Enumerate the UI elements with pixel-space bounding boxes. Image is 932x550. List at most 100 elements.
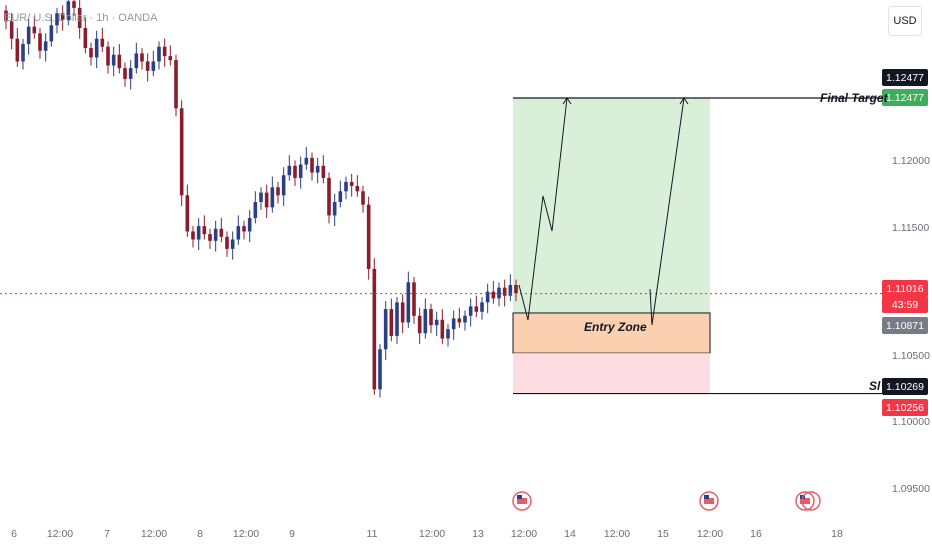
candle-body bbox=[389, 309, 394, 336]
candle-body bbox=[55, 13, 59, 26]
candle-body bbox=[117, 54, 122, 69]
sl-level-tag[interactable]: 1.10256 bbox=[882, 399, 928, 416]
current-price-tag: 1.11016 bbox=[882, 280, 928, 297]
candle-body bbox=[434, 319, 439, 326]
candle-body bbox=[242, 226, 246, 232]
candle-body bbox=[94, 38, 99, 58]
candle-body bbox=[463, 315, 467, 323]
candle-body bbox=[508, 285, 513, 296]
stop-zone bbox=[513, 353, 710, 394]
sl-price-tag[interactable]: 1.10269 bbox=[882, 378, 928, 395]
candle-body bbox=[89, 48, 93, 58]
x-tick-label: 12:00 bbox=[46, 528, 74, 540]
flag-stripes bbox=[704, 498, 714, 504]
candle-body bbox=[236, 226, 241, 240]
candle-body bbox=[264, 192, 269, 208]
candle-body bbox=[349, 181, 354, 186]
candle-body bbox=[225, 236, 229, 249]
candle-body bbox=[185, 195, 190, 232]
candle-body bbox=[406, 282, 411, 323]
candle-body bbox=[247, 218, 252, 232]
candle-body bbox=[293, 165, 297, 178]
candle-body bbox=[497, 287, 501, 299]
candle-body bbox=[315, 165, 320, 173]
trade-zones bbox=[512, 98, 711, 394]
flag-stripes bbox=[517, 498, 527, 504]
candle-body bbox=[100, 38, 105, 47]
candlestick-series[interactable] bbox=[4, 0, 518, 398]
candle-body bbox=[485, 291, 490, 303]
candle-body bbox=[514, 285, 518, 294]
candle-body bbox=[332, 202, 337, 216]
candle-body bbox=[468, 306, 473, 316]
final-target-price-tag[interactable]: 1.12477 bbox=[882, 69, 928, 86]
candle-body bbox=[361, 191, 365, 205]
candle-body bbox=[457, 318, 462, 323]
candle-body bbox=[281, 175, 286, 196]
candle-body bbox=[21, 44, 25, 62]
final-target-level-tag[interactable]: 1.12477 bbox=[882, 89, 928, 106]
symbol-legend[interactable]: EUR/ U.S. Dollar · 1h · OANDA bbox=[4, 12, 158, 24]
candle-body bbox=[355, 185, 360, 192]
candle-body bbox=[395, 302, 399, 336]
entry-price-tag[interactable]: 1.10871 bbox=[882, 317, 928, 334]
candle-body bbox=[451, 318, 456, 330]
x-tick-label: 15 bbox=[657, 528, 669, 540]
target-zone bbox=[513, 98, 710, 313]
candle-body bbox=[344, 181, 348, 192]
y-tick-label: 1.09500 bbox=[892, 483, 930, 495]
candle-body bbox=[111, 54, 116, 66]
y-tick-label: 1.10000 bbox=[892, 416, 930, 428]
candle-body bbox=[145, 61, 150, 71]
x-tick-label: 12:00 bbox=[603, 528, 631, 540]
candle-body bbox=[423, 309, 428, 334]
x-tick-label: 12:00 bbox=[232, 528, 260, 540]
candle-body bbox=[134, 53, 139, 69]
x-tick-label: 18 bbox=[831, 528, 843, 540]
candle-body bbox=[128, 68, 133, 79]
candle-body bbox=[83, 27, 88, 49]
candle-body bbox=[140, 53, 144, 62]
candle-body bbox=[219, 228, 224, 237]
entry-zone-label: Entry Zone bbox=[584, 320, 647, 334]
economic-event-icon bbox=[795, 491, 821, 511]
candle-body bbox=[383, 309, 388, 350]
candle-body bbox=[276, 187, 280, 196]
candle-body bbox=[400, 302, 405, 323]
candle-body bbox=[230, 239, 235, 249]
candle-body bbox=[412, 282, 416, 316]
currency-button[interactable]: USD bbox=[888, 6, 922, 36]
candle-body bbox=[417, 315, 422, 334]
candle-body bbox=[202, 226, 207, 235]
event-icon-ring bbox=[801, 491, 821, 511]
candle-body bbox=[72, 1, 76, 8]
x-tick-label: 12:00 bbox=[696, 528, 724, 540]
candle-body bbox=[196, 226, 201, 240]
x-tick-label: 7 bbox=[104, 528, 110, 540]
economic-event-icon bbox=[512, 491, 532, 511]
candle-body bbox=[174, 60, 178, 109]
candle-body bbox=[366, 204, 371, 269]
candle-body bbox=[491, 291, 496, 299]
candle-body bbox=[15, 38, 20, 62]
candle-body bbox=[32, 26, 37, 34]
candle-body bbox=[446, 329, 450, 339]
candle-body bbox=[259, 192, 263, 203]
flag-canton bbox=[517, 495, 522, 499]
x-tick-label: 12:00 bbox=[140, 528, 168, 540]
candle-body bbox=[253, 202, 258, 219]
x-tick-label: 16 bbox=[750, 528, 762, 540]
bar-countdown-tag: 43:59 bbox=[882, 296, 928, 313]
flag-stripes bbox=[800, 498, 810, 504]
candle-body bbox=[208, 234, 212, 241]
candle-body bbox=[179, 108, 184, 196]
candle-body bbox=[321, 165, 326, 178]
candle-body bbox=[157, 46, 161, 62]
x-tick-label: 6 bbox=[11, 528, 17, 540]
candle-body bbox=[440, 319, 445, 339]
candle-body bbox=[162, 46, 167, 57]
x-tick-label: 13 bbox=[472, 528, 484, 540]
candle-body bbox=[298, 164, 303, 178]
candle-body bbox=[270, 187, 275, 208]
